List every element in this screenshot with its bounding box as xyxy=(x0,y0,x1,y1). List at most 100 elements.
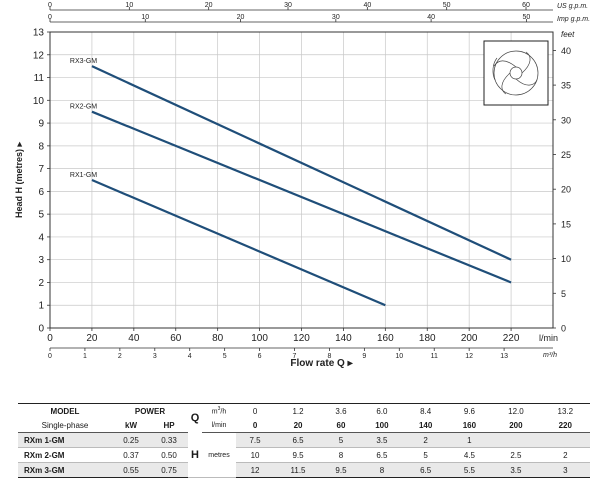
head-cell: 6.5 xyxy=(274,432,322,448)
head-cell: 11.5 xyxy=(274,462,322,478)
m3h-unit-label: m³/h xyxy=(543,352,557,359)
head-cell: 5 xyxy=(403,447,448,463)
us-gpm-unit-label: US g.p.m. xyxy=(557,3,588,10)
kw-value: 0.37 xyxy=(112,447,150,463)
m3h-tick-label: 3 xyxy=(153,353,157,360)
kw-value: 0.25 xyxy=(112,432,150,448)
y-tick-label: 12 xyxy=(33,50,45,61)
m3h-tick-label: 6 xyxy=(258,353,262,360)
x-tick-label: 120 xyxy=(293,333,310,344)
m3h-tick-label: 1 xyxy=(83,353,87,360)
head-cell xyxy=(491,432,541,448)
head-cell: 10 xyxy=(236,447,275,463)
us-gpm-tick-label: 40 xyxy=(363,2,371,9)
m3h-tick-label: 4 xyxy=(188,353,192,360)
flow-m3h-cell: 13.2 xyxy=(540,403,590,418)
feet-unit-label: feet xyxy=(561,30,575,39)
table-row: RXm 3-GM 0.55 0.75 12 11.5 9.5 8 6.5 5.5… xyxy=(18,462,590,478)
imp-gpm-tick-label: 0 xyxy=(48,14,52,21)
us-gpm-tick-label: 30 xyxy=(284,2,292,9)
head-cell: 4.5 xyxy=(447,447,492,463)
head-cell: 8 xyxy=(360,462,404,478)
performance-table: MODEL POWER Q m3/h 0 1.2 3.6 6.0 8.4 9.6… xyxy=(18,403,590,478)
feet-tick-label: 40 xyxy=(561,46,571,56)
x-unit-label: l/min xyxy=(539,333,558,343)
head-cell: 3.5 xyxy=(491,462,541,478)
flow-m3h-cell: 8.4 xyxy=(403,403,448,418)
flow-lmin-cell: 60 xyxy=(321,418,361,433)
axis-layer xyxy=(47,7,556,351)
model-name: RXm 1-GM xyxy=(18,432,112,448)
curve-label-rx2-gm: RX2-GM xyxy=(70,104,97,111)
feet-tick-label: 20 xyxy=(561,185,571,195)
head-cell: 6.5 xyxy=(403,462,448,478)
head-cell: 3.5 xyxy=(360,432,404,448)
x-tick-label: 40 xyxy=(128,333,140,344)
hp-value: 0.50 xyxy=(150,447,188,463)
flow-lmin-cell: 100 xyxy=(360,418,404,433)
m3h-unit: m3/h xyxy=(202,403,236,418)
table-header-row: MODEL POWER Q m3/h 0 1.2 3.6 6.0 8.4 9.6… xyxy=(18,403,590,433)
head-cell: 2 xyxy=(540,447,590,463)
y-tick-label: 6 xyxy=(38,187,44,198)
curve-label-rx1-gm: RX1-GM xyxy=(70,172,97,179)
curve-label-rx3-gm: RX3-GM xyxy=(70,58,97,65)
flow-m3h-cell: 1.2 xyxy=(274,403,322,418)
model-header: MODEL xyxy=(18,403,112,418)
us-gpm-tick-label: 0 xyxy=(48,2,52,9)
x-tick-label: 80 xyxy=(212,333,224,344)
curve-layer xyxy=(91,65,512,307)
lmin-unit: l/min xyxy=(202,418,236,433)
us-gpm-tick-label: 60 xyxy=(522,2,530,9)
imp-gpm-unit-label: Imp g.p.m. xyxy=(557,16,590,23)
us-gpm-tick-label: 50 xyxy=(443,2,451,9)
impeller-icon xyxy=(483,40,549,106)
m3h-tick-label: 10 xyxy=(395,353,403,360)
x-tick-label: 220 xyxy=(503,333,520,344)
table-row: RXm 1-GM 0.25 0.33 H metres 7.5 6.5 5 3.… xyxy=(18,432,590,478)
flow-lmin-cell: 220 xyxy=(540,418,590,433)
metres-unit: metres xyxy=(202,432,236,478)
curve-rx3-gm xyxy=(91,65,512,261)
imp-gpm-tick-label: 20 xyxy=(237,14,245,21)
q-letter: Q xyxy=(188,403,202,433)
single-phase-label: Single-phase xyxy=(18,418,112,433)
feet-tick-label: 10 xyxy=(561,254,571,264)
y-tick-label: 5 xyxy=(38,210,44,221)
power-header: POWER xyxy=(112,403,188,418)
x-tick-label: 200 xyxy=(461,333,478,344)
curve-rx2-gm xyxy=(91,110,512,284)
table-subheader-row: Single-phase kW HP l/min 0 20 60 100 140… xyxy=(18,418,590,433)
y-tick-label: 8 xyxy=(38,141,44,152)
kw-header: kW xyxy=(112,418,150,433)
hp-value: 0.75 xyxy=(150,462,188,478)
model-name: RXm 2-GM xyxy=(18,447,112,463)
imp-gpm-tick-label: 50 xyxy=(522,14,530,21)
flow-lmin-cell: 140 xyxy=(403,418,448,433)
imp-gpm-tick-label: 10 xyxy=(141,14,149,21)
flow-lmin-cell: 160 xyxy=(447,418,492,433)
y-tick-label: 3 xyxy=(38,255,44,266)
grid-layer xyxy=(50,32,553,328)
flow-m3h-cell: 0 xyxy=(236,403,275,418)
hp-header: HP xyxy=(150,418,188,433)
m3h-tick-label: 5 xyxy=(223,353,227,360)
y-tick-label: 10 xyxy=(33,96,45,107)
model-name: RXm 3-GM xyxy=(18,462,112,478)
feet-tick-label: 25 xyxy=(561,150,571,160)
feet-tick-label: 15 xyxy=(561,219,571,229)
head-cell: 3 xyxy=(540,462,590,478)
x-tick-label: 60 xyxy=(170,333,182,344)
y-tick-label: 9 xyxy=(38,119,44,130)
flow-m3h-cell: 3.6 xyxy=(321,403,361,418)
head-cell: 9.5 xyxy=(274,447,322,463)
feet-tick-label: 30 xyxy=(561,115,571,125)
us-gpm-tick-label: 10 xyxy=(125,2,133,9)
us-gpm-tick-label: 20 xyxy=(205,2,213,9)
flow-lmin-cell: 0 xyxy=(236,418,275,433)
flow-m3h-cell: 6.0 xyxy=(360,403,404,418)
feet-tick-label: 35 xyxy=(561,81,571,91)
m3h-tick-label: 0 xyxy=(48,353,52,360)
